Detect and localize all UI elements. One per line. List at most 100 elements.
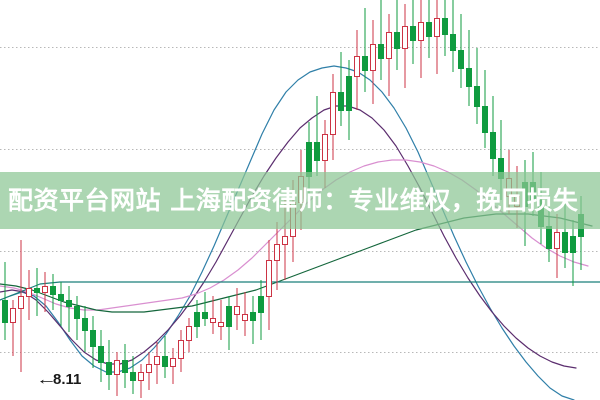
candlestick bbox=[466, 30, 472, 106]
candle-body bbox=[314, 142, 320, 161]
candlestick bbox=[178, 330, 184, 372]
candle-body bbox=[402, 26, 408, 49]
candlestick bbox=[450, 0, 456, 72]
candle-body bbox=[242, 314, 248, 321]
candle-body bbox=[226, 306, 232, 327]
candlestick bbox=[410, 0, 416, 64]
candlestick bbox=[34, 268, 40, 316]
candlestick bbox=[418, 0, 424, 78]
candle-body bbox=[18, 296, 24, 309]
candle-body bbox=[346, 76, 352, 111]
price-annotation: ← 8.11 bbox=[36, 372, 81, 387]
candle-body bbox=[154, 356, 160, 365]
candle-body bbox=[66, 300, 72, 307]
candlestick bbox=[394, 0, 400, 70]
candlestick bbox=[114, 352, 120, 396]
candle-body bbox=[138, 372, 144, 381]
candlestick bbox=[274, 222, 280, 290]
ma-line-ma-short bbox=[0, 65, 575, 400]
candle-body bbox=[26, 288, 32, 297]
candle-body bbox=[338, 92, 344, 111]
candlestick bbox=[154, 342, 160, 384]
candle-body bbox=[458, 50, 464, 69]
candle-body bbox=[258, 296, 264, 313]
candlestick bbox=[354, 30, 360, 110]
candle-body bbox=[2, 300, 8, 323]
candle-body bbox=[114, 360, 120, 375]
candle-body bbox=[50, 286, 56, 295]
candle-body bbox=[42, 286, 48, 293]
candlestick bbox=[90, 316, 96, 368]
candle-body bbox=[274, 244, 280, 261]
candlestick bbox=[26, 270, 32, 320]
candlestick bbox=[50, 274, 56, 310]
candle-body bbox=[370, 44, 376, 71]
candle-body bbox=[354, 56, 360, 77]
candlestick bbox=[218, 300, 224, 340]
candle-body bbox=[386, 32, 392, 59]
candlestick bbox=[378, 0, 384, 80]
price-annotation-label: 8.11 bbox=[53, 371, 82, 388]
candlestick bbox=[258, 280, 264, 340]
candlestick bbox=[186, 318, 192, 352]
candlestick bbox=[2, 262, 8, 340]
candlestick bbox=[106, 340, 112, 390]
candle-body bbox=[74, 306, 80, 319]
candlestick bbox=[402, 4, 408, 88]
moving-average-lines bbox=[0, 65, 600, 400]
candle-body bbox=[322, 134, 328, 161]
advertisement-text: 配资平台网站 上海配资律师：专业维权，挽回损失 bbox=[8, 186, 579, 215]
candle-body bbox=[170, 358, 176, 367]
candlestick bbox=[458, 14, 464, 88]
candlestick bbox=[98, 330, 104, 382]
candlestick bbox=[18, 240, 24, 372]
candlestick bbox=[442, 0, 448, 56]
candlestick bbox=[202, 292, 208, 326]
candle-body bbox=[394, 32, 400, 49]
candle-body bbox=[178, 340, 184, 359]
ma-line-ma-flat bbox=[0, 281, 600, 301]
candle-body bbox=[234, 306, 240, 315]
left-arrow-icon: ← bbox=[36, 371, 57, 388]
candle-body bbox=[362, 56, 368, 71]
candlestick bbox=[146, 352, 152, 390]
candle-body bbox=[130, 372, 136, 381]
candlestick bbox=[42, 272, 48, 312]
candle-body bbox=[194, 312, 200, 327]
candlestick bbox=[10, 300, 16, 356]
candle-body bbox=[266, 260, 272, 297]
candle-body bbox=[34, 288, 40, 293]
candlestick bbox=[226, 296, 232, 350]
candle-body bbox=[98, 346, 104, 363]
candlestick bbox=[370, 20, 376, 104]
candlestick bbox=[346, 60, 352, 140]
candle-body bbox=[442, 18, 448, 35]
candle-body bbox=[122, 360, 128, 373]
candlestick bbox=[266, 240, 272, 330]
candle-body bbox=[562, 232, 568, 253]
candlestick bbox=[162, 336, 168, 378]
candlestick bbox=[138, 364, 144, 398]
candle-body bbox=[434, 18, 440, 37]
candle-body bbox=[378, 44, 384, 59]
candlestick bbox=[330, 74, 336, 160]
candlestick bbox=[570, 220, 576, 286]
candlestick bbox=[194, 300, 200, 338]
candlestick bbox=[482, 70, 488, 148]
candlestick bbox=[74, 296, 80, 340]
candle-body bbox=[202, 312, 208, 319]
candlestick bbox=[234, 288, 240, 330]
candlestick bbox=[66, 286, 72, 332]
ma-line-ma-mid bbox=[0, 105, 577, 369]
advertisement-banner[interactable]: 配资平台网站 上海配资律师：专业维权，挽回损失 bbox=[0, 172, 600, 229]
candle-body bbox=[162, 356, 168, 367]
candle-body bbox=[418, 22, 424, 41]
candle-body bbox=[10, 308, 16, 323]
candle-body bbox=[426, 22, 432, 37]
candlestick bbox=[242, 292, 248, 336]
candle-body bbox=[474, 86, 480, 107]
candle-body bbox=[490, 132, 496, 159]
candle-body bbox=[58, 294, 64, 301]
candle-body bbox=[330, 92, 336, 135]
candle-body bbox=[482, 106, 488, 133]
